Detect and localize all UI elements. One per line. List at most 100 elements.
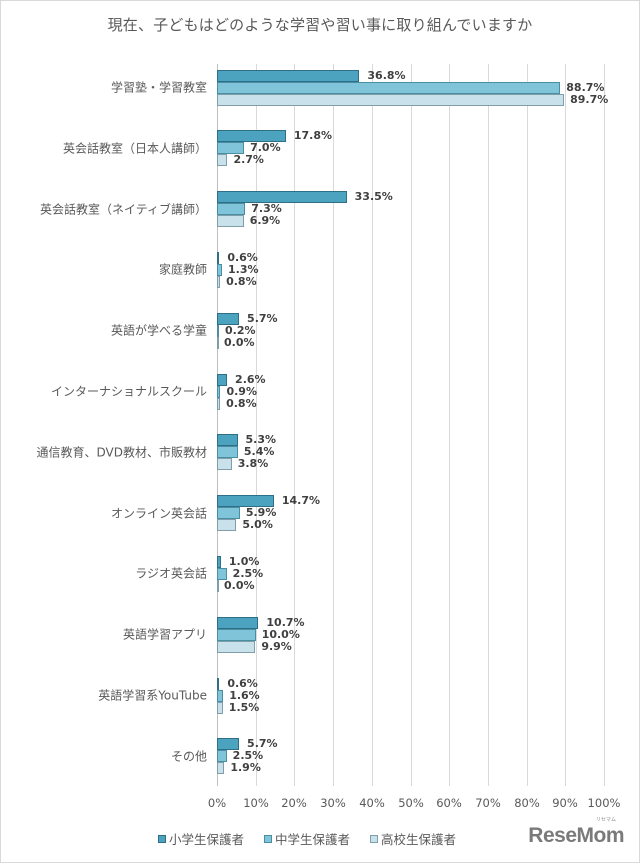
bar-high-school [217,519,237,532]
value-label: 1.9% [230,761,261,775]
value-label: 10.0% [261,627,300,641]
bar-junior-high [217,142,245,155]
bar-high-school [217,154,228,167]
value-label: 36.8% [367,68,406,82]
value-label: 17.8% [293,129,333,143]
value-label: 5.3% [245,433,277,447]
value-label: 2.5% [232,566,264,580]
value-label: 89.7% [570,92,609,106]
bar-elementary [217,251,220,264]
bar-high-school [217,275,221,288]
x-tick-label: 60% [436,796,462,810]
value-label: 0.0% [224,335,255,349]
bar-junior-high [217,81,561,94]
value-label: 88.7% [566,80,605,94]
legend-item: 中学生保護者 [264,829,350,848]
bar-elementary [217,434,238,447]
value-label: 0.9% [226,384,257,398]
value-label: 1.0% [228,554,260,568]
legend-item: 高校生保護者 [370,829,456,848]
bar-junior-high [217,567,227,580]
legend-label: 高校生保護者 [381,832,457,847]
logo-ruby: リセマム [595,817,616,823]
value-label: 9.9% [261,639,292,653]
gridline [411,64,412,786]
category-label: 英語学習系YouTube [98,688,207,703]
bar-junior-high [217,507,240,520]
category-label: 英語学習アプリ [122,627,207,642]
value-label: 10.7% [266,615,305,629]
category-label: 家庭教師 [158,262,207,277]
gridline [565,64,566,786]
value-label: 7.3% [251,202,282,216]
x-tick-label: 90% [552,796,578,810]
value-label: 3.8% [237,457,269,471]
x-tick-label: 0% [207,796,227,810]
value-label: 6.9% [249,214,281,228]
category-label: 英語が学べる学童 [110,323,207,338]
bar-elementary [217,616,259,629]
value-label: 0.0% [224,578,255,592]
bar-high-school [217,701,223,714]
legend-swatch-icon [158,834,166,843]
category-label: ラジオ英会話 [135,566,207,581]
bar-junior-high [217,446,238,459]
value-label: 0.8% [226,274,257,288]
value-label: 5.9% [245,506,277,520]
x-tick-label: 100% [587,796,621,810]
bar-elementary [217,677,220,690]
gridline [488,64,489,786]
bar-elementary [217,373,228,386]
value-label: 1.6% [229,688,260,702]
value-label: 2.7% [233,153,264,167]
bar-elementary [217,130,286,143]
value-label: 33.5% [354,190,393,204]
legend-item: 小学生保護者 [158,829,244,848]
x-tick-label: 10% [243,796,269,810]
bar-high-school [217,458,232,471]
value-label: 5.7% [247,737,278,751]
y-axis-line [217,64,218,786]
category-label: 通信教育、DVD教材、市販教材 [36,445,207,460]
x-tick-label: 30% [320,796,346,810]
x-tick-label: 40% [359,796,385,810]
chart-title: 現在、子どもはどのような学習や習い事に取り組んでいますか [107,16,533,34]
value-label: 5.4% [243,445,275,459]
value-label: 14.7% [281,494,321,508]
x-tick-label: 70% [475,796,501,810]
gridline [256,64,257,786]
bar-high-school [217,93,565,106]
legend-swatch-icon [264,834,273,843]
category-label: 英会話教室（日本人講師） [62,141,207,156]
gridline [604,64,605,786]
bar-junior-high [217,750,227,763]
gridline [372,64,373,786]
bar-junior-high [217,628,256,641]
bar-high-school [217,579,219,592]
x-tick-label: 20% [281,796,307,810]
value-label: 1.3% [228,262,259,276]
category-label: 英会話教室（ネイティブ講師） [39,202,207,217]
category-label: オンライン英会話 [110,506,207,521]
bar-junior-high [217,324,219,337]
legend: 小学生保護者 中学生保護者 高校生保護者 [158,829,456,848]
category-label: その他 [170,749,207,764]
value-label: 2.6% [235,372,266,386]
value-label: 5.0% [242,518,273,532]
bar-junior-high [217,203,246,216]
bar-high-school [217,397,221,410]
bar-high-school [217,640,256,653]
legend-label: 小学生保護者 [169,832,245,847]
legend-label: 中学生保護者 [275,832,351,847]
value-label: 5.7% [247,311,278,325]
value-label: 0.8% [226,396,257,410]
bar-elementary [217,69,360,82]
gridline [527,64,528,786]
bar-elementary [217,738,240,751]
bar-high-school [217,336,219,349]
category-label: インターナショナルスクール [50,384,207,399]
gridline [294,64,295,786]
category-label: 学習塾・学習教室 [110,80,207,95]
bar-junior-high [217,689,224,702]
bar-high-school [217,762,225,775]
